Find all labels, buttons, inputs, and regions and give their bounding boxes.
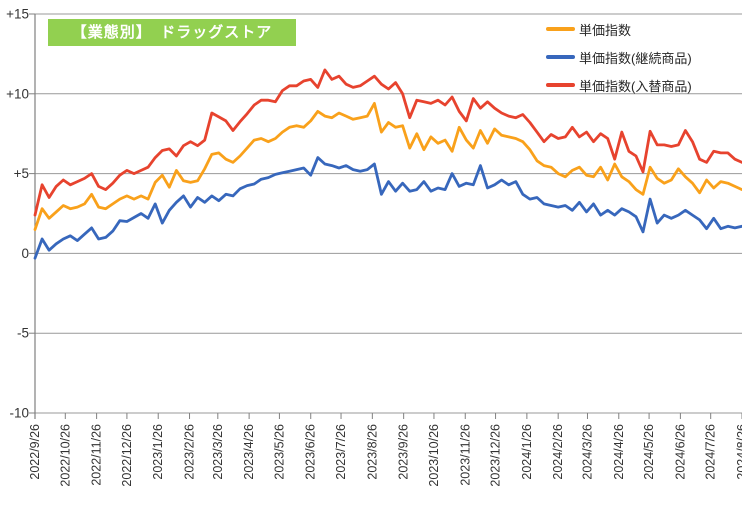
legend-item-replacement-products: 単価指数(入替商品) [546, 74, 692, 96]
x-tick-label: 2023/6/26 [304, 424, 318, 480]
x-tick-label: 2023/11/26 [458, 424, 472, 486]
x-tick-label: 2023/8/26 [365, 424, 379, 480]
x-tick-label: 2022/12/26 [120, 424, 134, 487]
y-tick-label: -10 [9, 406, 29, 421]
x-tick-label: 2023/7/26 [334, 424, 348, 480]
series-line-単価指数 [33, 102, 742, 231]
x-tick-label: 2022/9/26 [28, 424, 42, 480]
series-line-単価指数(継続商品) [33, 156, 742, 260]
x-tick-label: 2022/11/26 [90, 424, 104, 486]
chart-title: 【業態別】 ドラッグストア [48, 19, 296, 46]
x-tick-label: 2023/10/26 [427, 424, 441, 487]
x-tick-label: 2024/8/26 [735, 424, 742, 480]
x-tick-label: 2024/3/26 [580, 424, 594, 480]
y-tick-label: -5 [17, 326, 29, 341]
x-tick-label: 2023/5/26 [272, 424, 286, 480]
x-tick-label: 2023/9/26 [397, 424, 411, 480]
series-line-単価指数(入替商品) [33, 68, 742, 217]
y-tick-label: 0 [21, 246, 29, 261]
x-tick-label: 2023/3/26 [211, 424, 225, 480]
y-tick-label: +10 [6, 86, 29, 101]
legend-item-unit-price-index: 単価指数 [546, 18, 692, 40]
x-tick-label: 2022/10/26 [58, 424, 72, 487]
legend: 単価指数 単価指数(継続商品) 単価指数(入替商品) [546, 18, 692, 102]
x-tick-label: 2023/2/26 [183, 424, 197, 480]
legend-label: 単価指数 [579, 22, 632, 38]
x-tick-label: 2023/4/26 [242, 424, 256, 480]
legend-line-swatch-orange [546, 27, 575, 31]
x-tick-label: 2024/4/26 [612, 424, 626, 480]
x-tick-label: 2024/7/26 [704, 424, 718, 480]
legend-label: 単価指数(継続商品) [579, 50, 692, 66]
legend-line-swatch-blue [546, 55, 575, 59]
legend-label: 単価指数(入替商品) [579, 78, 692, 94]
x-tick-label: 2024/6/26 [673, 424, 687, 480]
x-tick-label: 2023/1/26 [151, 424, 165, 480]
x-tick-label: 2024/1/26 [520, 424, 534, 480]
legend-item-continuing-products: 単価指数(継続商品) [546, 46, 692, 68]
x-tick-label: 2023/12/26 [489, 424, 503, 487]
x-tick-label: 2024/2/26 [551, 424, 565, 480]
y-tick-label: +5 [14, 166, 29, 181]
y-tick-label: +15 [6, 7, 29, 22]
legend-line-swatch-red [546, 83, 575, 87]
x-tick-label: 2024/5/26 [642, 424, 656, 480]
